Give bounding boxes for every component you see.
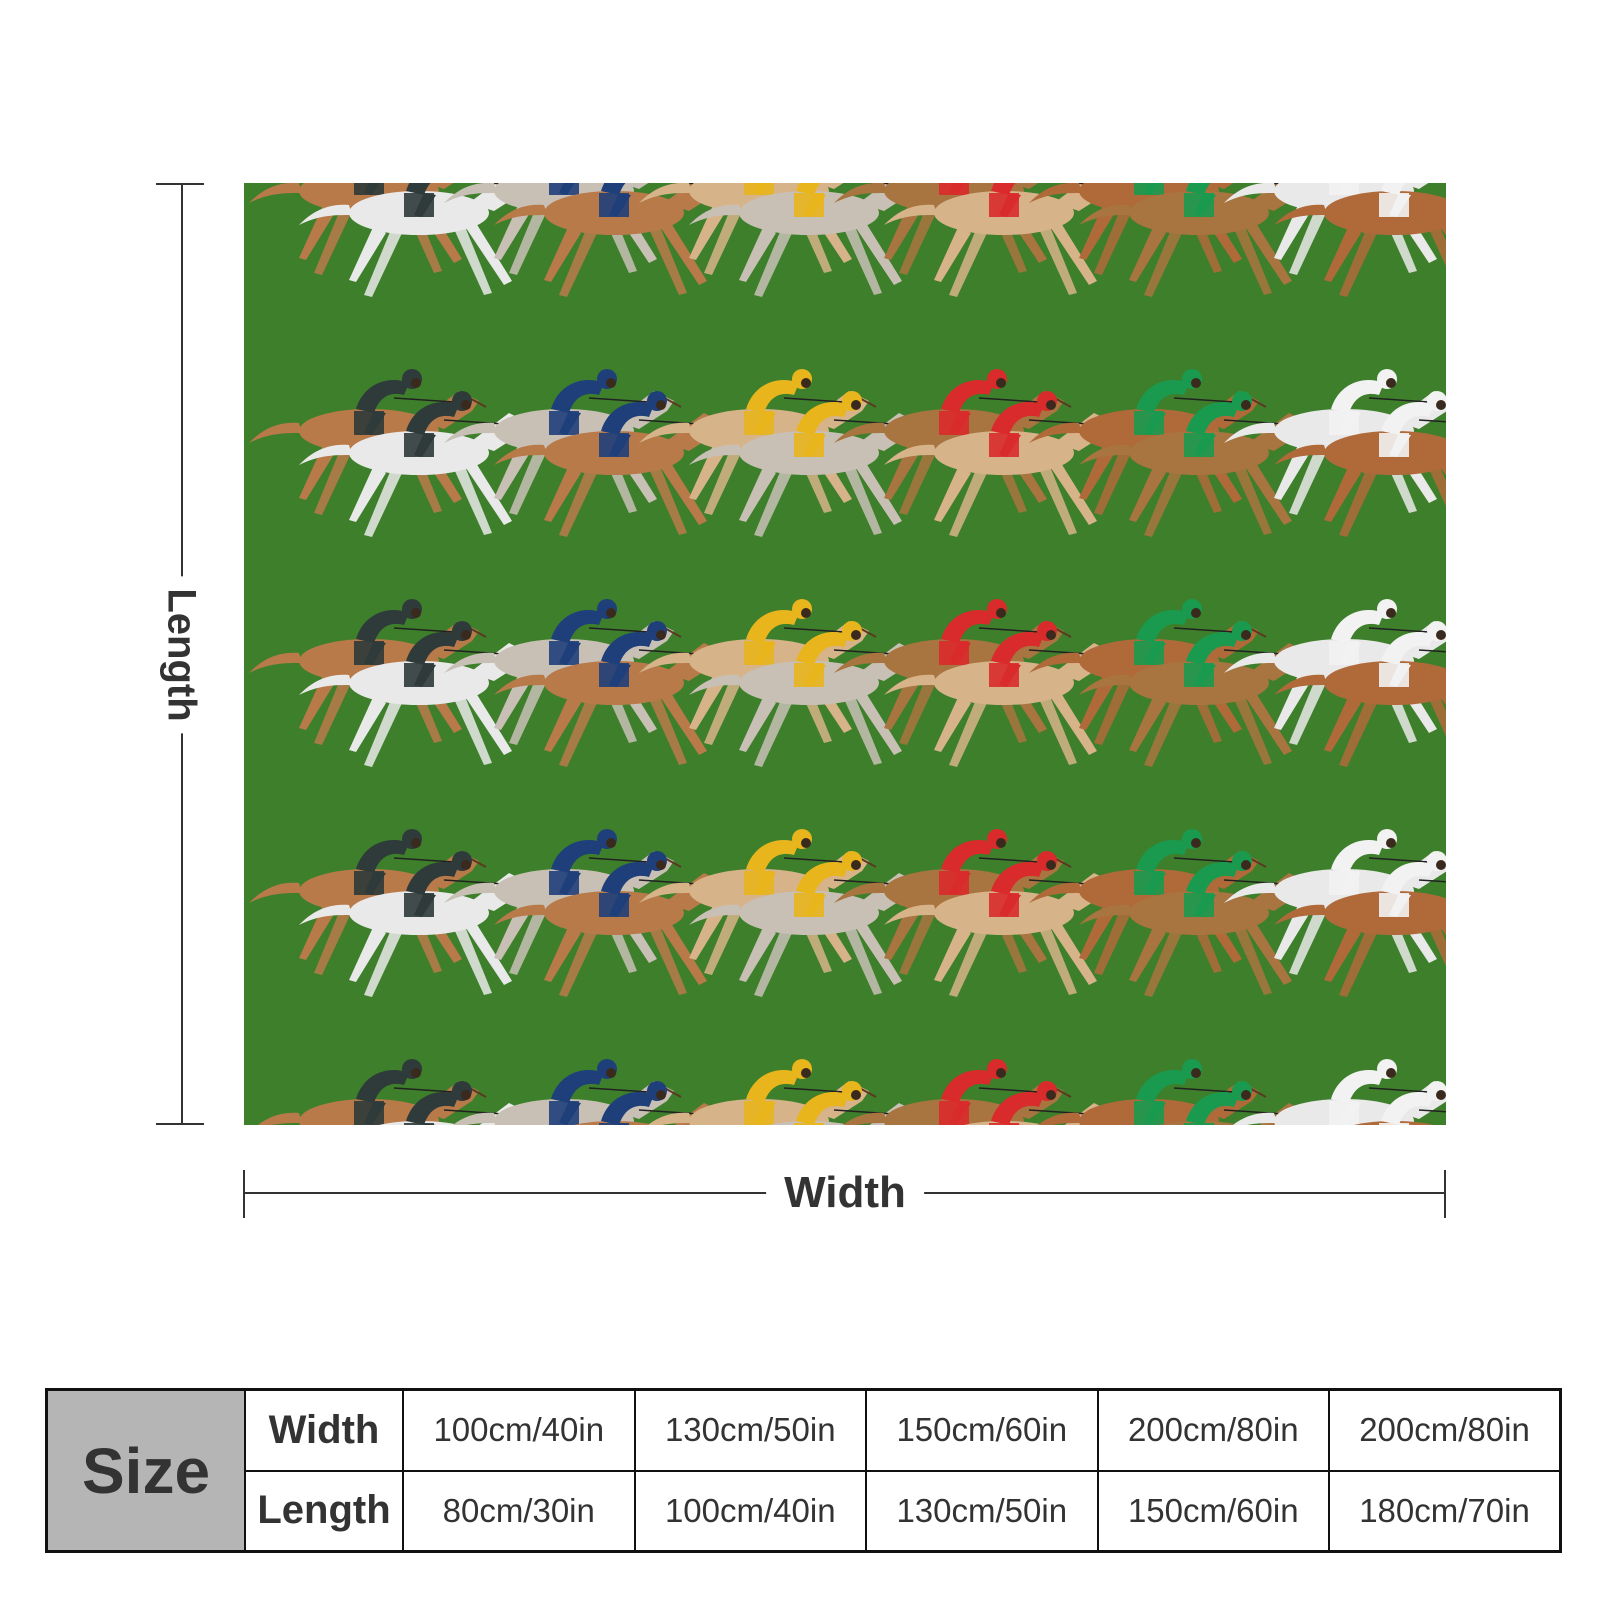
horse-and-jockey [494,851,732,997]
row-label-length: Length [244,1469,404,1553]
length-cell: 80cm/30in [402,1469,636,1553]
length-cell: 100cm/40in [633,1469,867,1553]
race-row [249,183,1446,297]
width-label: Width [766,1168,924,1218]
horse-and-jockey [494,621,732,767]
horse-and-jockey [1274,851,1446,997]
horse-and-jockey [884,851,1122,997]
horse-and-jockey [648,1059,877,1125]
length-ruler-bottom-cap [156,1123,204,1125]
horse-and-jockey [689,851,927,997]
horse-and-jockey [1353,1081,1446,1125]
horse-and-jockey [1079,183,1317,297]
horse-and-jockey [453,1059,682,1125]
width-cell: 150cm/60in [865,1388,1099,1472]
race-row [249,829,1446,997]
horse-and-jockey [834,369,1072,515]
size-row-length: Length 80cm/30in 100cm/40in 130cm/50in 1… [47,1469,1562,1553]
horse-and-jockey [843,1059,1072,1125]
width-cell: 130cm/50in [633,1388,867,1472]
horse-and-jockey [1224,369,1446,515]
length-cell: 150cm/60in [1096,1469,1330,1553]
race-row [258,1059,1446,1125]
length-cell: 180cm/70in [1328,1469,1562,1553]
row-label-width: Width [244,1388,404,1472]
horse-and-jockey [258,1059,487,1125]
race-row [249,599,1446,767]
horse-and-jockey [1274,391,1446,537]
horse-and-jockey [1038,1059,1267,1125]
size-row-width: Size Width 100cm/40in 130cm/50in 150cm/6… [45,1388,1562,1553]
width-ruler-right-cap [1444,1170,1446,1218]
width-cell: 100cm/40in [402,1388,636,1472]
horse-race-pattern [249,183,1446,1125]
length-label: Length [158,576,204,734]
length-ruler-top-cap [156,183,204,185]
product-image [244,183,1446,1125]
size-header: Size [45,1388,246,1553]
race-row [249,369,1446,537]
width-cell: 200cm/80in [1096,1388,1330,1472]
horse-and-jockey [1274,183,1446,297]
size-table: Size Width 100cm/40in 130cm/50in 150cm/6… [45,1388,1562,1553]
horse-and-jockey [689,183,927,297]
length-cell: 130cm/50in [865,1469,1099,1553]
horse-and-jockey [299,391,537,537]
horse-and-jockey [1079,851,1317,997]
horse-and-jockey [1274,621,1446,767]
horse-and-jockey [884,391,1122,537]
width-cell: 200cm/80in [1328,1388,1562,1472]
horse-and-jockey [494,183,732,297]
width-ruler-left-cap [243,1170,245,1218]
